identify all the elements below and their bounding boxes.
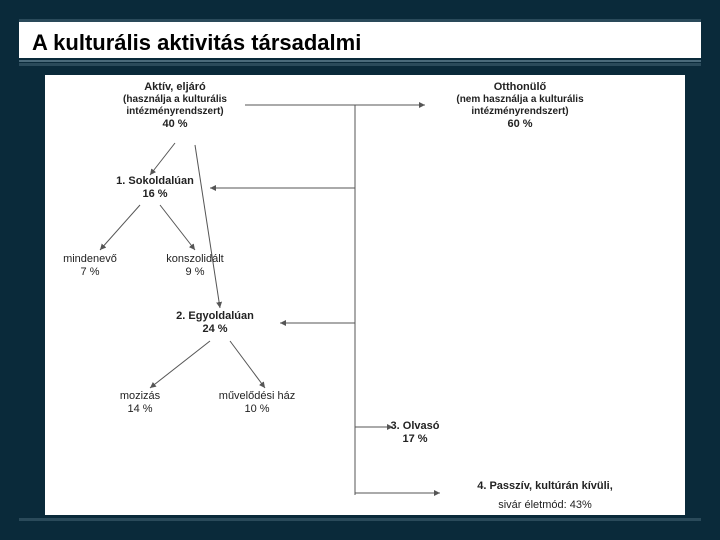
node-sokoldaluan: 1. Sokoldalúan 16 % [100,175,210,201]
node-egyoldaluan: 2. Egyoldalúan 24 % [160,310,270,336]
node-olvaso: 3. Olvasó 17 % [375,420,455,446]
node-aktiv: Aktív, eljáró (használja a kulturális in… [95,81,255,131]
node-konszolidalt: konszolidált 9 % [155,253,235,279]
node-otthon: Otthonülő (nem használja a kulturális in… [425,81,615,131]
node-muvelodesi-haz: művelődési ház 10 % [207,390,307,416]
node-mozizas: mozizás 14 % [105,390,175,416]
node-passziv: 4. Passzív, kultúrán kívüli, sivár életm… [445,480,645,512]
diagram-connectors [45,75,685,515]
page-title: A kulturális aktivitás társadalmi [30,28,365,58]
tree-diagram: Aktív, eljáró (használja a kulturális in… [45,75,685,515]
node-mindenevo: mindenevő 7 % [55,253,125,279]
